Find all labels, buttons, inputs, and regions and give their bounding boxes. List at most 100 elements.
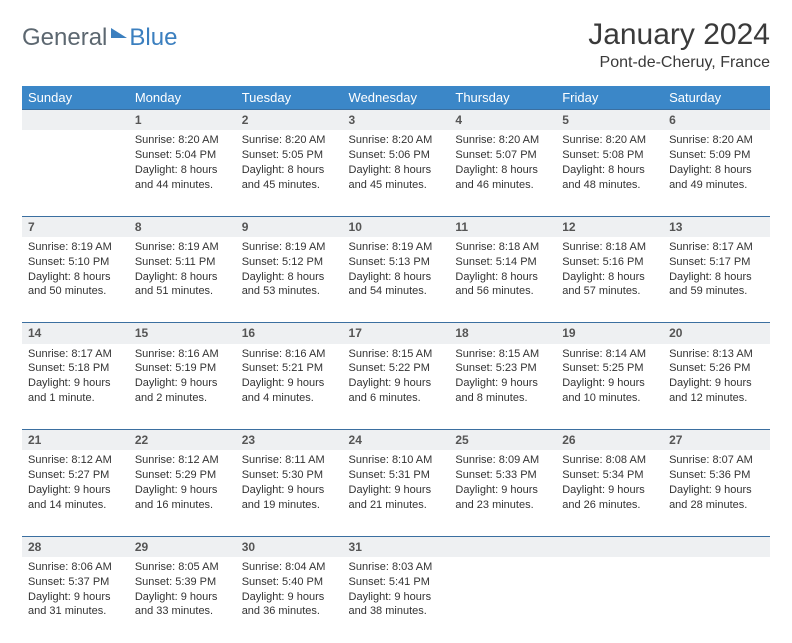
weekday-header: Monday xyxy=(129,86,236,110)
daylight-line: Daylight: 9 hours and 2 minutes. xyxy=(135,376,230,406)
sunset-line: Sunset: 5:14 PM xyxy=(455,255,550,270)
day-number-row: 14151617181920 xyxy=(22,323,770,344)
sunrise-line: Sunrise: 8:15 AM xyxy=(455,347,550,362)
sunset-line: Sunset: 5:19 PM xyxy=(135,361,230,376)
sunrise-line: Sunrise: 8:16 AM xyxy=(135,347,230,362)
sunset-line: Sunset: 5:07 PM xyxy=(455,148,550,163)
day-content-row: Sunrise: 8:06 AMSunset: 5:37 PMDaylight:… xyxy=(22,557,770,643)
day-number: 14 xyxy=(22,323,129,344)
daylight-line: Daylight: 8 hours and 45 minutes. xyxy=(349,163,444,193)
sunrise-line: Sunrise: 8:19 AM xyxy=(242,240,337,255)
daylight-line: Daylight: 8 hours and 53 minutes. xyxy=(242,270,337,300)
day-number: 8 xyxy=(129,216,236,237)
sunrise-line: Sunrise: 8:17 AM xyxy=(669,240,764,255)
sunrise-line: Sunrise: 8:18 AM xyxy=(562,240,657,255)
daylight-line: Daylight: 9 hours and 14 minutes. xyxy=(28,483,123,513)
weekday-header: Saturday xyxy=(663,86,770,110)
day-cell: Sunrise: 8:05 AMSunset: 5:39 PMDaylight:… xyxy=(129,557,236,643)
sunrise-line: Sunrise: 8:19 AM xyxy=(28,240,123,255)
daylight-line: Daylight: 8 hours and 46 minutes. xyxy=(455,163,550,193)
sunrise-line: Sunrise: 8:06 AM xyxy=(28,560,123,575)
sunset-line: Sunset: 5:23 PM xyxy=(455,361,550,376)
sunrise-line: Sunrise: 8:07 AM xyxy=(669,453,764,468)
sunrise-line: Sunrise: 8:10 AM xyxy=(349,453,444,468)
day-number: 25 xyxy=(449,430,556,451)
sunrise-line: Sunrise: 8:11 AM xyxy=(242,453,337,468)
sunset-line: Sunset: 5:34 PM xyxy=(562,468,657,483)
empty-day-number xyxy=(22,110,129,131)
weekday-header: Sunday xyxy=(22,86,129,110)
sunrise-line: Sunrise: 8:05 AM xyxy=(135,560,230,575)
day-cell: Sunrise: 8:17 AMSunset: 5:18 PMDaylight:… xyxy=(22,344,129,430)
logo: General Blue xyxy=(22,18,177,52)
header: General Blue January 2024 Pont-de-Cheruy… xyxy=(22,18,770,72)
calendar-body: 123456Sunrise: 8:20 AMSunset: 5:04 PMDay… xyxy=(22,110,770,643)
sunrise-line: Sunrise: 8:09 AM xyxy=(455,453,550,468)
day-cell: Sunrise: 8:16 AMSunset: 5:19 PMDaylight:… xyxy=(129,344,236,430)
daylight-line: Daylight: 8 hours and 54 minutes. xyxy=(349,270,444,300)
day-cell: Sunrise: 8:03 AMSunset: 5:41 PMDaylight:… xyxy=(343,557,450,643)
day-number: 10 xyxy=(343,216,450,237)
daylight-line: Daylight: 8 hours and 48 minutes. xyxy=(562,163,657,193)
day-number: 18 xyxy=(449,323,556,344)
sunrise-line: Sunrise: 8:04 AM xyxy=(242,560,337,575)
sunset-line: Sunset: 5:41 PM xyxy=(349,575,444,590)
weekday-header: Wednesday xyxy=(343,86,450,110)
day-number: 1 xyxy=(129,110,236,131)
day-number: 7 xyxy=(22,216,129,237)
day-number: 23 xyxy=(236,430,343,451)
sunrise-line: Sunrise: 8:08 AM xyxy=(562,453,657,468)
sunset-line: Sunset: 5:08 PM xyxy=(562,148,657,163)
day-cell: Sunrise: 8:20 AMSunset: 5:07 PMDaylight:… xyxy=(449,130,556,216)
day-content-row: Sunrise: 8:19 AMSunset: 5:10 PMDaylight:… xyxy=(22,237,770,323)
daylight-line: Daylight: 8 hours and 49 minutes. xyxy=(669,163,764,193)
day-number-row: 21222324252627 xyxy=(22,430,770,451)
day-number: 27 xyxy=(663,430,770,451)
day-cell: Sunrise: 8:04 AMSunset: 5:40 PMDaylight:… xyxy=(236,557,343,643)
empty-day-number xyxy=(449,536,556,557)
daylight-line: Daylight: 8 hours and 44 minutes. xyxy=(135,163,230,193)
sunrise-line: Sunrise: 8:12 AM xyxy=(28,453,123,468)
daylight-line: Daylight: 8 hours and 56 minutes. xyxy=(455,270,550,300)
day-content-row: Sunrise: 8:20 AMSunset: 5:04 PMDaylight:… xyxy=(22,130,770,216)
day-number: 24 xyxy=(343,430,450,451)
location: Pont-de-Cheruy, France xyxy=(588,54,770,72)
day-number: 29 xyxy=(129,536,236,557)
day-number: 15 xyxy=(129,323,236,344)
sunset-line: Sunset: 5:10 PM xyxy=(28,255,123,270)
empty-day-number xyxy=(663,536,770,557)
empty-day-cell xyxy=(22,130,129,216)
empty-day-cell xyxy=(556,557,663,643)
day-cell: Sunrise: 8:18 AMSunset: 5:14 PMDaylight:… xyxy=(449,237,556,323)
daylight-line: Daylight: 9 hours and 6 minutes. xyxy=(349,376,444,406)
sunset-line: Sunset: 5:18 PM xyxy=(28,361,123,376)
daylight-line: Daylight: 9 hours and 8 minutes. xyxy=(455,376,550,406)
logo-text-1: General xyxy=(22,24,107,52)
sunset-line: Sunset: 5:29 PM xyxy=(135,468,230,483)
sunset-line: Sunset: 5:11 PM xyxy=(135,255,230,270)
sunset-line: Sunset: 5:26 PM xyxy=(669,361,764,376)
sunrise-line: Sunrise: 8:20 AM xyxy=(669,133,764,148)
sunset-line: Sunset: 5:31 PM xyxy=(349,468,444,483)
sunrise-line: Sunrise: 8:19 AM xyxy=(349,240,444,255)
day-cell: Sunrise: 8:20 AMSunset: 5:06 PMDaylight:… xyxy=(343,130,450,216)
day-cell: Sunrise: 8:07 AMSunset: 5:36 PMDaylight:… xyxy=(663,450,770,536)
weekday-header: Friday xyxy=(556,86,663,110)
sunset-line: Sunset: 5:05 PM xyxy=(242,148,337,163)
day-number: 5 xyxy=(556,110,663,131)
sunset-line: Sunset: 5:09 PM xyxy=(669,148,764,163)
sunrise-line: Sunrise: 8:20 AM xyxy=(349,133,444,148)
sunrise-line: Sunrise: 8:18 AM xyxy=(455,240,550,255)
daylight-line: Daylight: 8 hours and 59 minutes. xyxy=(669,270,764,300)
day-content-row: Sunrise: 8:12 AMSunset: 5:27 PMDaylight:… xyxy=(22,450,770,536)
day-number: 17 xyxy=(343,323,450,344)
empty-day-number xyxy=(556,536,663,557)
day-number: 13 xyxy=(663,216,770,237)
sunset-line: Sunset: 5:13 PM xyxy=(349,255,444,270)
day-cell: Sunrise: 8:18 AMSunset: 5:16 PMDaylight:… xyxy=(556,237,663,323)
logo-text-2: Blue xyxy=(129,24,177,52)
sunset-line: Sunset: 5:37 PM xyxy=(28,575,123,590)
day-number-row: 123456 xyxy=(22,110,770,131)
calendar-table: SundayMondayTuesdayWednesdayThursdayFrid… xyxy=(22,86,770,643)
title-block: January 2024 Pont-de-Cheruy, France xyxy=(588,18,770,72)
